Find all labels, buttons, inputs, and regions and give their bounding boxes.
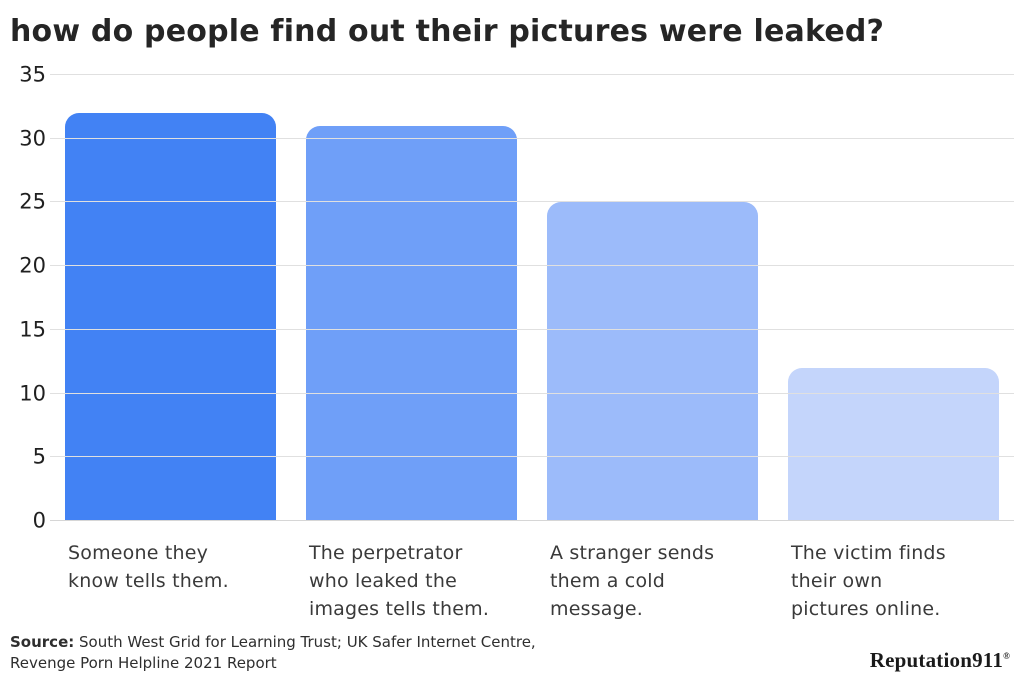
x-axis-category-label: A stranger sends them a cold message.: [550, 542, 715, 620]
logo-911: 911: [972, 648, 1004, 672]
y-axis: 0 5 10 15 20 25 30 35: [0, 64, 46, 531]
y-axis-tick-label: 10: [19, 381, 46, 406]
x-axis-category-label: Someone they know tells them.: [68, 542, 229, 592]
bar-band: [532, 75, 773, 521]
y-axis-tick-label: 35: [19, 62, 46, 87]
y-axis-tick-label: 5: [32, 444, 46, 469]
registered-symbol: ®: [1003, 651, 1010, 661]
x-axis-category-label: The victim finds their own pictures onli…: [791, 542, 946, 620]
source-label: Source:: [10, 633, 75, 651]
gridline: [50, 265, 1014, 267]
y-axis-tick-label: 0: [32, 508, 46, 533]
y-axis-tick-label: 30: [19, 126, 46, 151]
bar: [788, 368, 999, 521]
gridline: [50, 520, 1014, 521]
bar: [65, 113, 276, 521]
bar-band: [773, 75, 1014, 521]
bar: [547, 202, 758, 521]
bar-band: [50, 75, 291, 521]
gridline: [50, 137, 1014, 139]
y-axis-tick-label: 15: [19, 317, 46, 342]
x-axis-category-label: The perpetrator who leaked the images te…: [309, 542, 490, 620]
brand-logo: Reputation911®: [870, 648, 1010, 673]
source-note: Source: South West Grid for Learning Tru…: [10, 632, 610, 674]
source-text: South West Grid for Learning Trust; UK S…: [10, 633, 536, 672]
bar-band: [291, 75, 532, 521]
plot-area: [50, 74, 1014, 521]
gridline: [50, 392, 1014, 394]
gridline: [50, 201, 1014, 203]
chart-title: how do people find out their pictures we…: [10, 14, 885, 49]
bars: [50, 75, 1014, 521]
gridline: [50, 328, 1014, 330]
y-axis-tick-label: 25: [19, 189, 46, 214]
logo-reputation: Reputation: [869, 648, 973, 672]
x-axis-labels: Someone they know tells them. The perpetr…: [50, 527, 1014, 623]
y-axis-tick-label: 20: [19, 253, 46, 278]
bar: [306, 125, 517, 521]
gridline: [50, 74, 1014, 75]
gridline: [50, 456, 1014, 458]
